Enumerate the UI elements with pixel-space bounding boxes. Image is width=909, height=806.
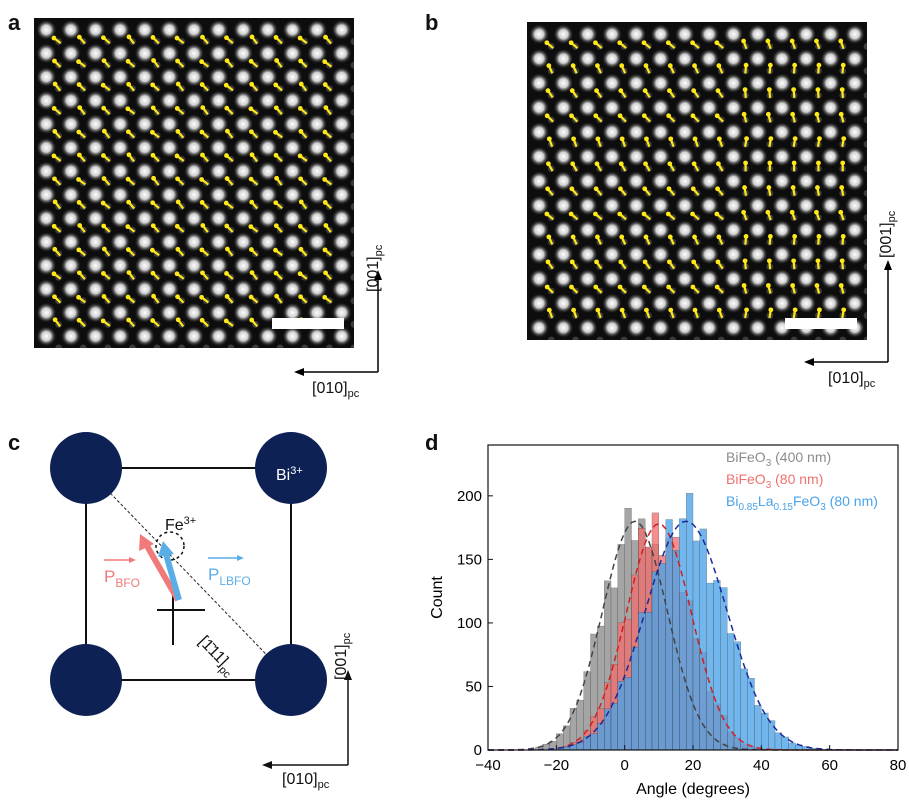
- histogram-bar: [604, 708, 612, 751]
- x-tick-label: 0: [620, 757, 628, 774]
- chart-legend: BiFeO3 (400 nm)BiFeO3 (80 nm)Bi0.85La0.1…: [726, 449, 878, 513]
- unit-cell-diagram: Fe3+ Bi3+ PBFO PLBFO [1̄11]pc: [50, 432, 352, 769]
- atom-bottom-right: [255, 644, 327, 716]
- axis-label-001-a: [001]pc: [365, 244, 386, 292]
- axis-label-010-b: [010]pc: [828, 370, 876, 391]
- histogram-bar: [638, 612, 646, 751]
- panel-d-label: d: [425, 430, 439, 455]
- angle-histogram: −40 −20 0 20 40 60 80 0 50 100 150 200 Angle (degree…: [429, 444, 907, 798]
- x-tick-label: 60: [821, 757, 838, 774]
- p-lbfo-arrow: [163, 553, 182, 601]
- legend-entry: Bi0.85La0.15FeO3 (80 nm): [726, 493, 878, 513]
- histogram-bar: [774, 732, 782, 751]
- y-axis-label: Count: [429, 576, 446, 619]
- diagonal-label: [1̄11]pc: [192, 633, 239, 681]
- fe-position-circle: [155, 531, 185, 561]
- scale-bar-a: [272, 318, 344, 329]
- axis-label-001-b: [001]pc: [878, 210, 899, 258]
- p-bfo-arrowhead: [139, 534, 154, 551]
- axis-label-010-a: [010]pc: [312, 380, 360, 401]
- histogram-bar: [713, 580, 721, 751]
- x-tick-label: 80: [890, 757, 907, 774]
- unit-cell-frame: [85, 467, 292, 681]
- histogram-bar: [699, 528, 707, 751]
- haadf-image-b: [527, 22, 867, 340]
- atom-bottom-left: [50, 644, 122, 716]
- histogram-bar: [747, 678, 755, 751]
- p-lbfo-label: PLBFO: [208, 565, 251, 588]
- x-axis-label: Angle (degrees): [636, 781, 750, 798]
- histogram-bar: [754, 705, 762, 751]
- histogram-bar: [645, 612, 653, 751]
- y-tick-label: 0: [474, 742, 482, 759]
- histogram-bar: [706, 582, 714, 751]
- histogram-bar: [733, 641, 741, 751]
- histogram-bar: [686, 493, 694, 751]
- histogram-bar: [679, 518, 687, 751]
- x-tick-label: −20: [544, 757, 569, 774]
- histogram-bar: [768, 720, 776, 751]
- axis-label-001-c: [001]pc: [333, 632, 354, 680]
- histogram-bar: [631, 647, 639, 751]
- x-tick-label: 20: [685, 757, 702, 774]
- axis-label-010-c: [010]pc: [282, 771, 330, 792]
- haadf-image-a: [34, 18, 354, 348]
- x-tick-label: 40: [753, 757, 770, 774]
- y-tick-label: 50: [465, 678, 482, 695]
- p-bfo-label: PBFO: [104, 567, 140, 590]
- histogram-bar: [788, 742, 796, 751]
- gaussian-fit-line: [488, 520, 898, 751]
- bi-label: Bi3+: [276, 465, 303, 484]
- histogram-bar: [610, 703, 618, 751]
- histogram-bar: [781, 736, 789, 751]
- fe-label: Fe3+: [165, 515, 196, 534]
- x-tick-label: −40: [475, 757, 500, 774]
- histogram-bar: [590, 733, 598, 751]
- histogram-bar: [740, 668, 748, 751]
- legend-entry: BiFeO3 (80 nm): [726, 471, 823, 491]
- diagonal-dashed-line: [85, 467, 292, 681]
- panel-b-label: b: [425, 10, 439, 35]
- panel-a-label: a: [8, 10, 21, 35]
- histogram-bar: [624, 677, 632, 751]
- p-bfo-arrow: [144, 544, 181, 602]
- p-lbfo-arrowhead: [158, 541, 174, 557]
- histogram-bar: [720, 587, 728, 751]
- scale-bar-b: [785, 318, 857, 329]
- atom-top-left: [50, 432, 122, 504]
- atom-bi-top-right: [255, 432, 327, 504]
- histogram-bar: [617, 681, 625, 751]
- histogram-bar: [597, 723, 605, 751]
- histogram-bar: [651, 571, 659, 751]
- histogram-bar: [672, 550, 680, 751]
- panel-c-label: c: [8, 430, 21, 455]
- legend-entry: BiFeO3 (400 nm): [726, 449, 831, 469]
- axis-arrows-b: [800, 252, 900, 372]
- y-tick-label: 100: [457, 615, 482, 632]
- axis-arrows-a: [290, 262, 390, 382]
- y-tick-label: 150: [457, 551, 482, 568]
- y-tick-label: 200: [457, 488, 482, 505]
- histogram-bar: [665, 519, 673, 751]
